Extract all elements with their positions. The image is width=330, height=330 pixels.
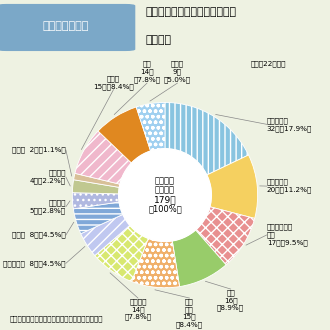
Text: 放射熱  2件（1.1%）: 放射熱 2件（1.1%） xyxy=(12,147,66,153)
Text: 調査中
9件
（5.0%）: 調査中 9件 （5.0%） xyxy=(164,61,191,83)
Text: （平成22年中）: （平成22年中） xyxy=(250,60,286,67)
Text: （100%）: （100%） xyxy=(148,204,182,213)
Wedge shape xyxy=(196,207,255,265)
Text: 発生総数: 発生総数 xyxy=(155,185,175,194)
Wedge shape xyxy=(165,102,248,175)
Text: 裸火
16件
（8.9%）: 裸火 16件 （8.9%） xyxy=(217,289,244,312)
Text: 化学反応熱  8件（4.5%）: 化学反応熱 8件（4.5%） xyxy=(3,260,66,267)
Text: 溶接・溶断等
火花
17件（9.5%）: 溶接・溶断等 火花 17件（9.5%） xyxy=(267,224,308,246)
Wedge shape xyxy=(132,238,180,288)
Wedge shape xyxy=(81,214,130,255)
Wedge shape xyxy=(98,107,150,163)
Text: 不明
14件
（7.8%）: 不明 14件 （7.8%） xyxy=(133,61,160,83)
Wedge shape xyxy=(172,230,226,287)
Wedge shape xyxy=(72,193,119,209)
Text: 危険物施設における火災事故の: 危険物施設における火災事故の xyxy=(145,7,236,17)
Text: 摩擦熱  8件（4.5%）: 摩擦熱 8件（4.5%） xyxy=(12,232,66,238)
Text: 電気
火花
15件
（8.4%）: 電気 火花 15件 （8.4%） xyxy=(176,298,203,328)
Text: その他
15件（8.4%）: その他 15件（8.4%） xyxy=(93,75,134,89)
Text: 179件: 179件 xyxy=(154,195,176,204)
Circle shape xyxy=(119,149,211,242)
Text: 火災事故: 火災事故 xyxy=(155,177,175,185)
Wedge shape xyxy=(136,102,165,151)
Wedge shape xyxy=(75,131,132,184)
Text: 静電気火花
32件（17.9%）: 静電気火花 32件（17.9%） xyxy=(267,117,312,132)
Wedge shape xyxy=(73,202,123,234)
Text: 過熱着火
14件
（7.8%）: 過熱着火 14件 （7.8%） xyxy=(124,298,151,320)
Text: 自然発火
4件（2.2%）: 自然発火 4件（2.2%） xyxy=(30,170,66,184)
Wedge shape xyxy=(207,155,258,218)
Text: 衝撃火花
5件（2.8%）: 衝撃火花 5件（2.8%） xyxy=(30,199,66,214)
Text: （備考）　「危険物に係る事故報告」により作成: （備考） 「危険物に係る事故報告」により作成 xyxy=(10,316,103,322)
Text: 高温表面熱
20件（11.2%）: 高温表面熱 20件（11.2%） xyxy=(267,179,312,193)
Wedge shape xyxy=(74,173,120,187)
Text: 第１－２－６図: 第１－２－６図 xyxy=(43,21,89,31)
Wedge shape xyxy=(95,225,148,281)
Wedge shape xyxy=(72,180,119,194)
FancyBboxPatch shape xyxy=(0,4,135,51)
Text: 着火原因: 着火原因 xyxy=(145,35,171,46)
